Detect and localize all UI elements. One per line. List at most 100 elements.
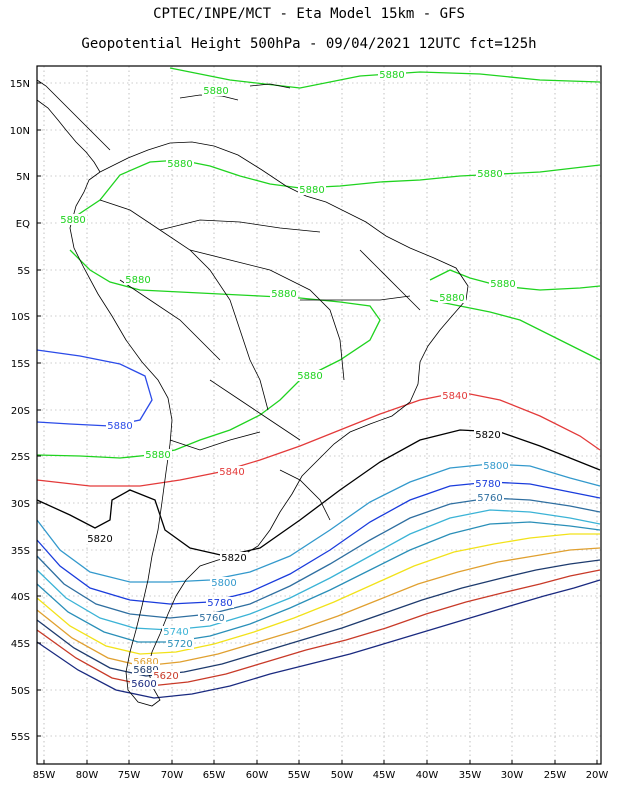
contour-line bbox=[429, 299, 601, 361]
contour-line bbox=[36, 349, 153, 427]
contour-line bbox=[36, 533, 600, 655]
contour-label: 5840 bbox=[442, 391, 467, 402]
longitude-label: 55W bbox=[288, 770, 311, 781]
contour-line bbox=[36, 497, 601, 619]
longitude-label: 60W bbox=[246, 770, 269, 781]
contour-label-bg bbox=[378, 69, 406, 80]
contour-line bbox=[69, 159, 601, 221]
contour-label-bg bbox=[59, 214, 87, 225]
contour-label: 5800 bbox=[211, 578, 236, 589]
contour-label-bg bbox=[106, 420, 134, 431]
contour-line bbox=[36, 391, 601, 487]
longitude-label: 70W bbox=[161, 770, 184, 781]
map-subtitle: Geopotential Height 500hPa - 09/04/2021 … bbox=[81, 36, 537, 52]
contour-label: 5880 bbox=[167, 159, 192, 170]
latitude-labels: 15N 10N 5N EQ 5S 10S 15S 20S 25S 30S 35S 40S 45S 50S 5… bbox=[10, 79, 41, 743]
contour-line bbox=[36, 249, 381, 459]
contour-label: 5680 bbox=[133, 657, 158, 668]
latitude-label: 5S bbox=[17, 266, 30, 277]
contour-label-bg bbox=[152, 670, 180, 681]
coastline bbox=[169, 431, 261, 451]
latitude-label: 45S bbox=[11, 639, 30, 650]
contour-label: 5760 bbox=[199, 613, 224, 624]
coastline bbox=[36, 99, 101, 173]
contour-label: 5600 bbox=[131, 679, 156, 690]
contour-line bbox=[36, 521, 601, 643]
latitude-label: 10N bbox=[10, 126, 30, 137]
contour-lines bbox=[36, 67, 601, 699]
latitude-label: 5N bbox=[16, 172, 30, 183]
contour-label-bg bbox=[202, 85, 230, 96]
contour-label-bg bbox=[476, 492, 504, 503]
contour-label-bg bbox=[162, 626, 190, 637]
longitude-label: 80W bbox=[76, 770, 99, 781]
latitude-label: 15S bbox=[11, 359, 30, 370]
contour-label-bg bbox=[86, 533, 114, 544]
contour-label-bg bbox=[132, 664, 160, 675]
longitude-label: 75W bbox=[118, 770, 141, 781]
contour-line bbox=[36, 579, 601, 699]
contour-line bbox=[36, 559, 601, 677]
coastline bbox=[99, 199, 269, 411]
contour-line bbox=[36, 481, 601, 605]
map-title: CPTEC/INPE/MCT - Eta Model 15km - GFS bbox=[153, 6, 465, 22]
contour-label-bg bbox=[130, 678, 158, 689]
contour-label: 5840 bbox=[219, 467, 244, 478]
contour-label-bg bbox=[166, 158, 194, 169]
contour-label-bg bbox=[489, 278, 517, 289]
latitude-label: 40S bbox=[11, 592, 30, 603]
contour-label: 5880 bbox=[439, 293, 464, 304]
contour-label-bg bbox=[132, 656, 160, 667]
contour-label-bg bbox=[482, 460, 510, 471]
contour-label: 5880 bbox=[125, 275, 150, 286]
contour-line bbox=[36, 569, 601, 687]
coastline bbox=[249, 83, 291, 89]
contour-label: 5820 bbox=[475, 430, 500, 441]
latitude-label: 15N bbox=[10, 79, 30, 90]
contour-label: 5620 bbox=[153, 671, 178, 682]
longitude-label: 85W bbox=[33, 770, 56, 781]
coastline bbox=[209, 379, 301, 441]
longitude-labels: 85W 80W 75W 70W 65W 60W 55W 50W 45W 40W 35W 30W 25W 2… bbox=[33, 760, 608, 781]
contour-label: 5880 bbox=[379, 70, 404, 81]
contour-label-bg bbox=[166, 638, 194, 649]
contour-label: 5760 bbox=[477, 493, 502, 504]
longitude-label: 30W bbox=[501, 770, 524, 781]
longitude-label: 45W bbox=[373, 770, 396, 781]
latitude-label: 10S bbox=[11, 312, 30, 323]
contour-label-bg bbox=[210, 577, 238, 588]
contour-label: 5880 bbox=[477, 169, 502, 180]
contour-label-bg bbox=[144, 449, 172, 460]
contour-label: 5880 bbox=[297, 371, 322, 382]
contour-label: 5780 bbox=[207, 598, 232, 609]
contour-label-bg bbox=[438, 292, 466, 303]
latitude-label: 20S bbox=[11, 406, 30, 417]
coastline bbox=[279, 469, 331, 521]
contour-label: 5680 bbox=[133, 665, 158, 676]
contour-line bbox=[36, 509, 601, 631]
contour-label: 5780 bbox=[475, 479, 500, 490]
contour-label-bg bbox=[474, 478, 502, 489]
contour-label-bg bbox=[270, 288, 298, 299]
contour-label: 5720 bbox=[167, 639, 192, 650]
graticule bbox=[37, 66, 601, 764]
contour-label: 5880 bbox=[490, 279, 515, 290]
contour-label-bg bbox=[296, 370, 324, 381]
longitude-label: 25W bbox=[544, 770, 567, 781]
contour-label-bg bbox=[474, 429, 502, 440]
contour-label: 5880 bbox=[145, 450, 170, 461]
coastline bbox=[189, 249, 345, 381]
longitude-label: 40W bbox=[416, 770, 439, 781]
contour-label: 5820 bbox=[87, 534, 112, 545]
contour-label-bg bbox=[218, 466, 246, 477]
contour-label: 5820 bbox=[221, 553, 246, 564]
latitude-label: 50S bbox=[11, 686, 30, 697]
contour-label: 5880 bbox=[299, 185, 324, 196]
contour-label-bg bbox=[206, 597, 234, 608]
latitude-label: EQ bbox=[16, 219, 30, 230]
contour-label-bg bbox=[220, 552, 248, 563]
contour-label: 5800 bbox=[483, 461, 508, 472]
coastline bbox=[36, 79, 111, 151]
longitude-label: 65W bbox=[203, 770, 226, 781]
